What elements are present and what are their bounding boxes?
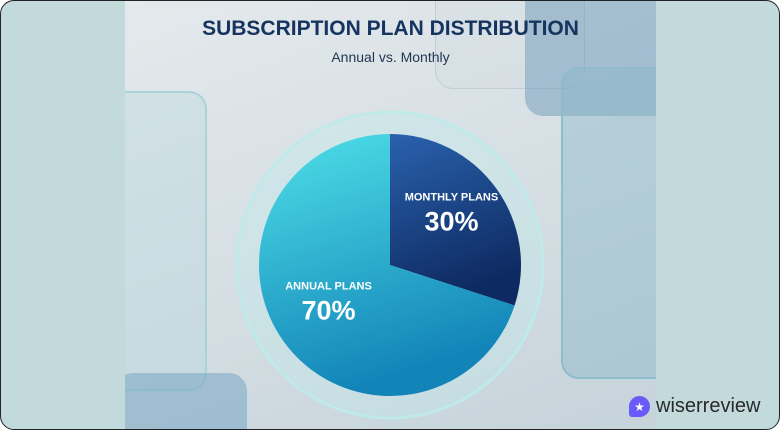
decorative-panel — [125, 373, 247, 429]
decorative-panel — [125, 91, 207, 391]
star-icon: ★ — [629, 396, 650, 417]
decorative-panel — [525, 1, 656, 116]
pie-slice-monthly-plans — [390, 134, 521, 306]
slice-value-label: 70% — [302, 296, 356, 326]
slice-label: ANNUAL PLANS — [285, 281, 372, 293]
slice-label: MONTHLY PLANS — [405, 191, 499, 203]
pie-slice-annual-plans — [259, 134, 515, 396]
decorative-panel — [561, 67, 656, 379]
chart-panel: SUBSCRIPTION PLAN DISTRIBUTION Annual vs… — [125, 1, 656, 429]
chart-subtitle: Annual vs. Monthly — [331, 49, 450, 65]
brand-name: wiserreview — [656, 395, 761, 417]
brand-logo: ★ wiserreview — [629, 395, 760, 418]
chart-title: SUBSCRIPTION PLAN DISTRIBUTION — [202, 17, 579, 40]
slice-value-label: 30% — [424, 206, 478, 236]
